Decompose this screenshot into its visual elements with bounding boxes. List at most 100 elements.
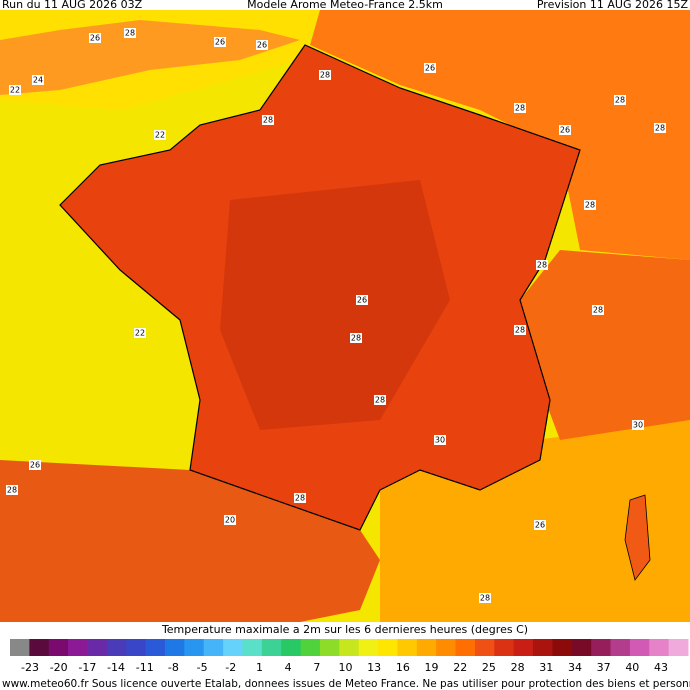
colorbar-swatch [126,639,147,656]
station-label-bg [374,395,386,405]
colorbar-tick-label: 37 [597,661,611,674]
colorbar-swatch [242,639,263,656]
station-label: 22 [10,86,20,95]
station-label: 28 [655,124,665,133]
station-label: 20 [225,516,235,525]
station-label: 28 [615,96,625,105]
colorbar-swatch [87,639,108,656]
station-label: 28 [537,261,547,270]
station-label: 28 [320,71,330,80]
colorbar-tick-label: -2 [225,661,236,674]
station-label: 28 [515,104,525,113]
land-north-east [310,10,690,260]
colorbar-swatch [29,639,50,656]
header-bar [0,0,690,10]
station-label: 26 [215,38,225,47]
colorbar-swatch [668,639,689,656]
station-label-bg [9,85,21,95]
colorbar-tick-label: -11 [136,661,154,674]
colorbar-swatch [319,639,340,656]
land-corsica [624,494,651,581]
station-label: 28 [375,396,385,405]
station-label-bg [584,200,596,210]
land-alps-italy [520,250,690,440]
colorbar-swatch [203,639,224,656]
station-label-bg [350,333,362,343]
run-label: Run du 11 AUG 2026 03Z [2,0,143,11]
station-label: 22 [135,329,145,338]
station-label: 30 [435,436,445,445]
station-label: 26 [30,461,40,470]
station-label: 30 [633,421,643,430]
station-label: 26 [425,64,435,73]
station-label: 28 [125,29,135,38]
station-label-bg [424,63,436,73]
colorbar-tick-label: -23 [21,661,39,674]
station-label-bg [124,28,136,38]
station-label: 26 [90,34,100,43]
station-label-bg [614,95,626,105]
station-label-bg [534,520,546,530]
colorbar-swatch [474,639,495,656]
station-label-bg [479,593,491,603]
colorbar-swatch [145,639,166,656]
colorbar-tick-label: -5 [197,661,208,674]
colorbar-tick-label: 13 [367,661,381,674]
colorbar-swatch [106,639,127,656]
station-label-bg [319,70,331,80]
station-label: 28 [515,326,525,335]
station-label-bg [294,493,306,503]
station-label: 26 [535,521,545,530]
colorbar-tick-label: -14 [107,661,125,674]
colorbar-swatch [455,639,476,656]
colorbar-title: Temperature maximale a 2m sur les 6 dern… [161,623,528,636]
colorbar-title-bar [0,622,690,638]
colorbar-tick-label: 31 [539,661,553,674]
station-label-bg [559,125,571,135]
station-label-bg [356,295,368,305]
colorbar-tick-label: 16 [396,661,410,674]
station-label-bg [514,325,526,335]
station-label-bg [536,260,548,270]
colorbar-tick-label: 28 [511,661,525,674]
colorbar-swatch [281,639,302,656]
station-label-bg [6,485,18,495]
station-label: 28 [593,306,603,315]
station-label-bg [89,33,101,43]
colorbar-tick-label: -20 [50,661,68,674]
colorbar-tick-label: 4 [285,661,292,674]
station-label: 26 [357,296,367,305]
station-label-bg [224,515,236,525]
colorbar-tick-label: 34 [568,661,582,674]
colorbar-swatch [164,639,185,656]
colorbar-swatch [513,639,534,656]
station-label: 26 [560,126,570,135]
station-label: 28 [7,486,17,495]
colorbar-tick-label: 7 [313,661,320,674]
colorbar-swatch [610,639,631,656]
station-label: 26 [257,41,267,50]
colorbar-swatch [649,639,670,656]
colorbar-swatch [552,639,573,656]
station-label-bg [632,420,644,430]
colorbar-swatch [184,639,205,656]
station-label: 24 [33,76,43,85]
station-label: 28 [585,201,595,210]
station-label-bg [134,328,146,338]
station-label-bg [214,37,226,47]
colorbar-swatch [629,639,650,656]
colorbar-tick-label: 43 [654,661,668,674]
station-label: 28 [480,594,490,603]
colorbar-swatch [416,639,437,656]
colorbar-tick-label: 10 [339,661,353,674]
station-label-bg [32,75,44,85]
land-spain [0,460,380,622]
colorbar-tick-label: 1 [256,661,263,674]
colorbar-swatch [261,639,282,656]
colorbar-swatch [300,639,321,656]
station-label-bg [154,130,166,140]
colorbar-swatch [10,639,30,656]
station-label-bg [434,435,446,445]
hot-zone [220,180,450,430]
